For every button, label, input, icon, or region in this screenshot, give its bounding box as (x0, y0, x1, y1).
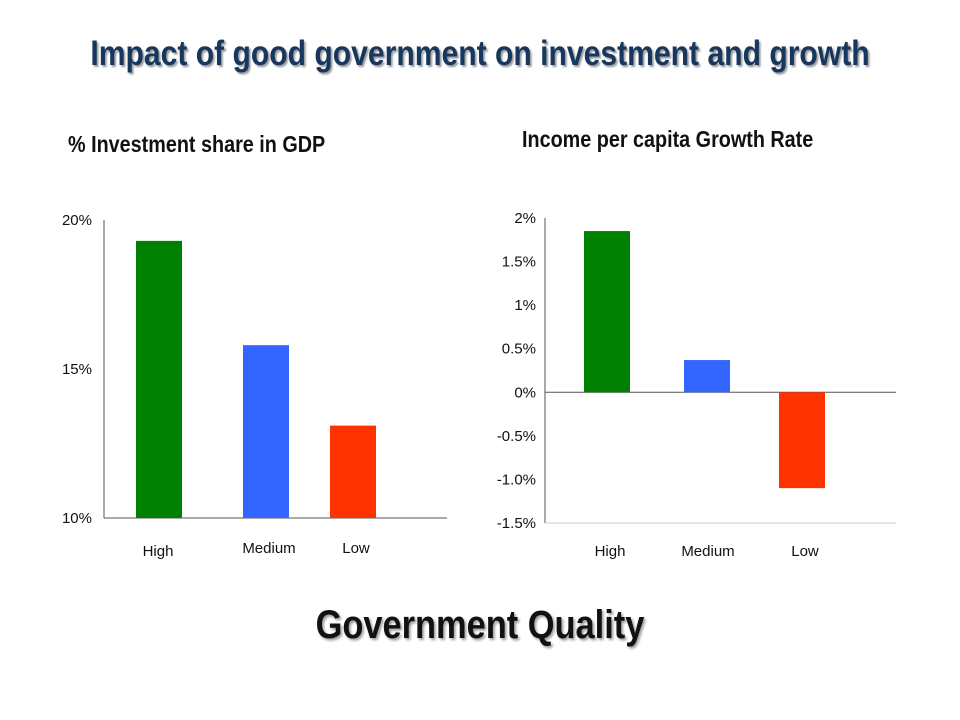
y-tick-label: 2% (514, 210, 536, 227)
category-label-medium: Medium (242, 540, 295, 557)
category-label-medium: Medium (681, 543, 734, 560)
category-label-high: High (595, 543, 626, 560)
category-label-high: High (143, 543, 174, 560)
growth-chart-title: Income per capita Growth Rate (522, 126, 814, 152)
bar-medium (243, 345, 289, 518)
bar-high (136, 240, 182, 519)
y-tick-label: 0% (514, 384, 536, 401)
bar-medium (684, 360, 730, 393)
bar-low (779, 392, 825, 489)
y-tick-label: 1% (514, 297, 536, 314)
x-axis-shared-label: Government Quality (315, 603, 645, 647)
y-tick-label: 10% (62, 510, 92, 527)
y-tick-label: 15% (62, 361, 92, 378)
investment-chart-title: % Investment share in GDP (68, 131, 326, 157)
y-tick-label: -1.5% (497, 515, 536, 532)
y-tick-label: 0.5% (502, 341, 536, 358)
category-label-low: Low (342, 540, 370, 557)
y-tick-label: 20% (62, 212, 92, 229)
bar-low (330, 425, 376, 518)
y-tick-label: -1.0% (497, 471, 536, 488)
y-tick-label: 1.5% (502, 254, 536, 271)
category-label-low: Low (791, 543, 819, 560)
bar-high (584, 231, 630, 393)
y-tick-label: -0.5% (497, 428, 536, 445)
page-title: Impact of good government on investment … (90, 34, 870, 73)
